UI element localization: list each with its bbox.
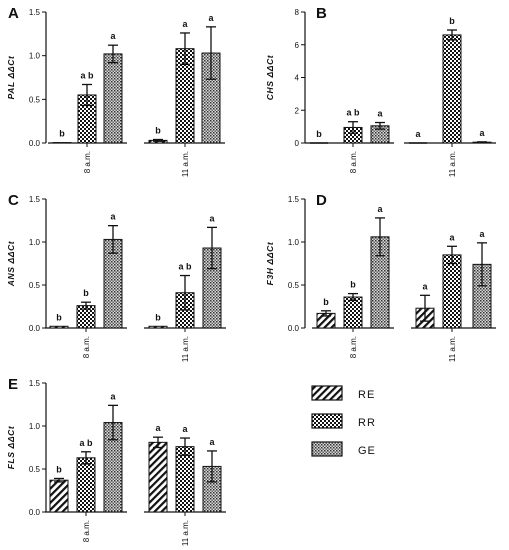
x-category-label: 8 a.m. bbox=[82, 520, 91, 542]
significance-letter: b bbox=[449, 16, 455, 26]
y-axis-label: CHS ΔΔCt bbox=[265, 54, 275, 100]
y-tick-label: 8 bbox=[295, 8, 300, 17]
significance-letter: a bbox=[209, 213, 215, 223]
significance-letter: b bbox=[350, 280, 356, 290]
x-category-label: 8 a.m. bbox=[82, 336, 91, 358]
y-tick-label: 0.0 bbox=[29, 324, 41, 333]
y-tick-label: 1.0 bbox=[29, 52, 41, 61]
y-axis-label: PAL ΔΔCt bbox=[6, 55, 16, 99]
chart-panel-a: A 0.0 0.5 1.0 1.5 PAL ΔΔCt 8 a.m. 11 a.m. b b a b a… bbox=[6, 5, 225, 177]
chart-panel-e: E 0.0 0.5 1.0 1.5 FLS ΔΔCt 8 a.m. 11 a.m. b a a b a… bbox=[6, 376, 226, 546]
x-category-label: 11 a.m. bbox=[181, 336, 190, 362]
y-tick-label: 1.5 bbox=[29, 8, 41, 17]
bar-ge bbox=[103, 53, 123, 144]
y-tick-label: 6 bbox=[295, 41, 300, 50]
y-axis-label: FLS ΔΔCt bbox=[6, 425, 16, 469]
significance-letter: b bbox=[316, 129, 322, 139]
bar-rr bbox=[343, 296, 363, 329]
significance-letter: a b bbox=[346, 108, 360, 118]
significance-letter: a bbox=[449, 232, 455, 242]
y-tick-label: 0 bbox=[295, 139, 300, 148]
x-category-label: 11 a.m. bbox=[448, 151, 457, 177]
legend-label: RR bbox=[358, 417, 376, 429]
legend-swatch-rr bbox=[311, 413, 343, 429]
bar-rr bbox=[175, 446, 195, 513]
legend-item-re: RE bbox=[311, 385, 375, 401]
significance-letter: a bbox=[182, 19, 188, 29]
significance-letter: b bbox=[155, 312, 161, 322]
y-tick-label: 1.5 bbox=[29, 195, 41, 204]
significance-letter: a bbox=[377, 204, 383, 214]
significance-letter: a bbox=[479, 128, 485, 138]
chart-panels: A 0.0 0.5 1.0 1.5 PAL ΔΔCt 8 a.m. 11 a.m. b b a b a… bbox=[6, 5, 496, 546]
panel-letter: C bbox=[8, 192, 19, 209]
x-category-label: 11 a.m. bbox=[181, 151, 190, 177]
significance-letter: a bbox=[110, 31, 116, 41]
y-axis-label: ANS ΔΔCt bbox=[6, 240, 16, 287]
x-category-label: 8 a.m. bbox=[349, 336, 358, 358]
y-axis-label: F3H ΔΔCt bbox=[265, 241, 275, 285]
y-tick-label: 1.0 bbox=[288, 238, 300, 247]
panel-letter: D bbox=[316, 192, 327, 209]
significance-letter: a bbox=[422, 281, 428, 291]
x-category-label: 11 a.m. bbox=[181, 520, 190, 546]
legend-swatch-re bbox=[311, 385, 343, 401]
y-tick-label: 1.0 bbox=[29, 238, 41, 247]
bar-rr bbox=[76, 457, 96, 513]
y-tick-label: 2 bbox=[295, 106, 300, 115]
bar-rr bbox=[442, 254, 462, 329]
significance-letter: a b bbox=[79, 438, 93, 448]
legend-swatch-ge bbox=[311, 441, 343, 457]
y-tick-label: 0.5 bbox=[29, 281, 41, 290]
y-tick-label: 4 bbox=[295, 74, 300, 83]
chart-panel-b: B 0 2 4 6 8 CHS ΔΔCt 8 a.m. 11 a.m. b a a b b a a bbox=[265, 5, 496, 177]
significance-letter: b bbox=[155, 126, 161, 136]
x-category-label: 11 a.m. bbox=[448, 336, 457, 362]
y-tick-label: 0.0 bbox=[29, 139, 41, 148]
y-tick-label: 0.5 bbox=[29, 465, 41, 474]
y-tick-label: 1.5 bbox=[288, 195, 300, 204]
significance-letter: b bbox=[56, 464, 62, 474]
bar-re bbox=[49, 325, 69, 329]
significance-letter: a bbox=[110, 212, 116, 222]
y-tick-label: 0.5 bbox=[29, 95, 41, 104]
bar-re bbox=[49, 479, 69, 513]
y-tick-label: 0.0 bbox=[29, 508, 41, 517]
x-category-label: 8 a.m. bbox=[83, 151, 92, 173]
significance-letter: a bbox=[208, 13, 214, 23]
significance-letter: a bbox=[415, 129, 421, 139]
chart-panel-d: D 0.0 0.5 1.0 1.5 F3H ΔΔCt 8 a.m. 11 a.m. b a b a a a bbox=[265, 192, 496, 362]
y-tick-label: 0.0 bbox=[288, 324, 300, 333]
significance-letter: a b bbox=[80, 70, 94, 80]
legend-label: GE bbox=[358, 445, 376, 457]
chart-panel-c: C 0.0 0.5 1.0 1.5 ANS ΔΔCt 8 a.m. 11 a.m. b b b a b… bbox=[6, 192, 226, 362]
bar-re bbox=[148, 441, 168, 513]
panel-letter: B bbox=[316, 5, 327, 22]
y-tick-label: 1.0 bbox=[29, 422, 41, 431]
y-tick-label: 1.5 bbox=[29, 379, 41, 388]
significance-letter: a bbox=[155, 423, 161, 433]
significance-letter: a bbox=[110, 391, 116, 401]
bar-rr bbox=[442, 34, 462, 144]
significance-letter: b bbox=[59, 129, 65, 139]
significance-letter: a bbox=[209, 437, 215, 447]
significance-letter: b bbox=[56, 312, 62, 322]
panel-letter: A bbox=[8, 5, 19, 22]
legend: RE RR GE bbox=[311, 385, 376, 457]
legend-item-ge: GE bbox=[311, 441, 376, 457]
bar-re bbox=[148, 325, 168, 329]
panel-letter: E bbox=[8, 376, 18, 393]
x-category-label: 8 a.m. bbox=[349, 151, 358, 173]
significance-letter: a bbox=[377, 109, 383, 119]
significance-letter: a bbox=[182, 424, 188, 434]
significance-letter: a bbox=[479, 229, 485, 239]
significance-letter: a b bbox=[178, 262, 192, 272]
legend-item-rr: RR bbox=[311, 413, 376, 429]
y-tick-label: 0.5 bbox=[288, 281, 300, 290]
significance-letter: b bbox=[83, 288, 89, 298]
significance-letter: b bbox=[323, 297, 329, 307]
legend-label: RE bbox=[358, 389, 375, 401]
